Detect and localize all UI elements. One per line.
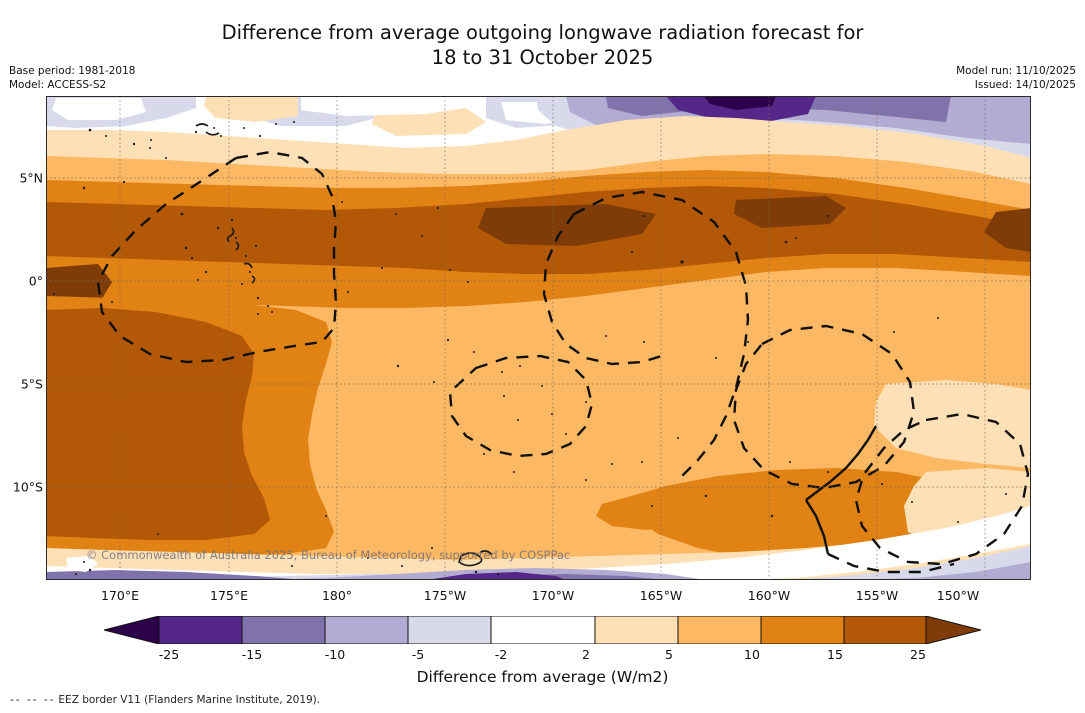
- metadata-right: Model run: 11/10/2025 Issued: 14/10/2025: [956, 64, 1076, 92]
- model-run-text: Model run: 11/10/2025: [956, 65, 1076, 77]
- map-gridlines: [46, 96, 1031, 580]
- y-tick-5n: 5°N: [19, 170, 43, 186]
- cb-seg--2-2: [490, 616, 596, 644]
- colorbar-axis-label: Difference from average (W/m2): [416, 668, 669, 686]
- issued-text: Issued: 14/10/2025: [974, 79, 1076, 91]
- eez-legend: -- -- -- EEZ border V11 (Flanders Marine …: [10, 694, 320, 706]
- eez-border-lines: [96, 150, 1030, 574]
- cb-seg--25--15: [158, 616, 243, 644]
- eez-legend-text: EEZ border V11 (Flanders Marine Institut…: [58, 694, 321, 706]
- y-tick-0: 0°: [28, 273, 43, 289]
- cb-seg--5--2: [407, 616, 492, 644]
- cb-seg--15--10: [241, 616, 326, 644]
- colorbar-swatches: [104, 616, 981, 644]
- y-tick-10s: 10°S: [12, 479, 43, 495]
- cb-seg-10-15: [760, 616, 845, 644]
- olr-anomaly-contour-map: [46, 96, 1031, 580]
- cb-tick-25: 25: [910, 647, 926, 662]
- cb-tick--5: -5: [411, 647, 425, 662]
- contour-fill-layer: [46, 96, 1031, 580]
- page-title-line2: 18 to 31 October 2025: [431, 46, 654, 69]
- x-tick-155w: 155°W: [855, 588, 899, 603]
- cb-seg-5-10: [677, 616, 762, 644]
- cb-arrow-high: [925, 616, 981, 644]
- cb-seg--10--5: [324, 616, 409, 644]
- cb-tick-15: 15: [827, 647, 843, 662]
- x-tick-175e: 175°E: [209, 588, 249, 603]
- map-credit: © Commonwealth of Australia 2025, Bureau…: [86, 548, 571, 562]
- cb-arrow-low: [104, 616, 160, 644]
- cb-tick--10: -10: [324, 647, 346, 662]
- y-tick-5s: 5°S: [20, 376, 43, 392]
- cb-tick-5: 5: [665, 647, 673, 662]
- x-tick-150w: 150°W: [936, 588, 980, 603]
- model-text: Model: ACCESS-S2: [9, 79, 107, 91]
- map-panel: © Commonwealth of Australia 2025, Bureau…: [46, 96, 1031, 580]
- cb-tick-10: 10: [744, 647, 760, 662]
- page-title: Difference from average outgoing longwav…: [0, 20, 1085, 70]
- island-outlines: [195, 123, 493, 567]
- cb-seg-15-25: [843, 616, 927, 644]
- cb-seg-2-5: [594, 616, 679, 644]
- base-period-text: Base period: 1981-2018: [9, 65, 136, 77]
- cb-tick-2: 2: [582, 647, 590, 662]
- x-tick-180: 180°: [321, 588, 353, 603]
- metadata-left: Base period: 1981-2018 Model: ACCESS-S2: [9, 64, 135, 92]
- page-title-line1: Difference from average outgoing longwav…: [221, 21, 864, 44]
- colorbar: [104, 616, 981, 644]
- x-tick-175w: 175°W: [423, 588, 467, 603]
- x-tick-170e: 170°E: [100, 588, 140, 603]
- x-tick-160w: 160°W: [747, 588, 791, 603]
- cb-tick--15: -15: [241, 647, 263, 662]
- cb-tick--25: -25: [158, 647, 180, 662]
- eez-dash-sample: -- -- --: [10, 694, 56, 706]
- x-tick-170w: 170°W: [531, 588, 575, 603]
- x-tick-165w: 165°W: [639, 588, 683, 603]
- cb-tick--2: -2: [494, 647, 508, 662]
